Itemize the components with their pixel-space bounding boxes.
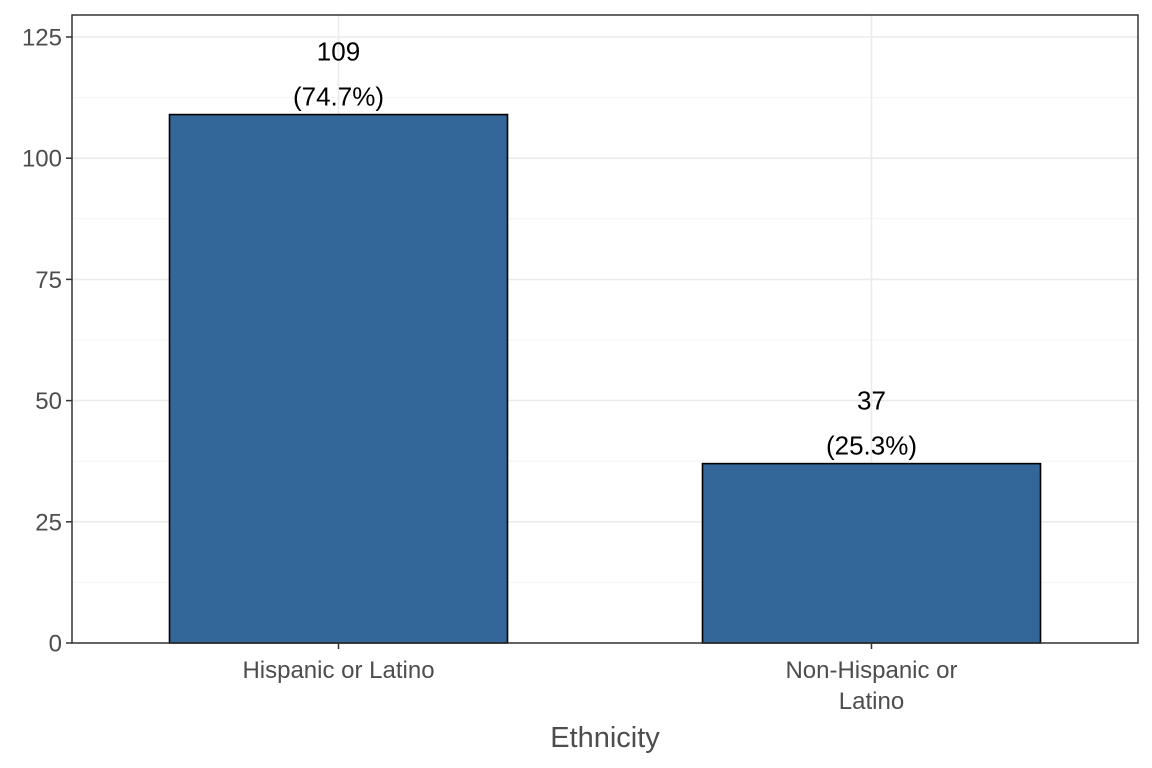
x-axis-title: Ethnicity — [550, 722, 660, 754]
panel-border — [71, 14, 1139, 644]
y-tick-label: 0 — [49, 631, 62, 658]
bar — [701, 462, 1042, 644]
bars — [168, 113, 1042, 644]
x-axis: Hispanic or Latino Non-Hispanic or Latino — [242, 643, 958, 715]
bar-value-label: 37 — [857, 386, 886, 416]
x-tick-label: Non-Hispanic or Latino — [785, 657, 957, 715]
bar — [168, 113, 509, 644]
bar-percent-label: (25.3%) — [826, 431, 917, 461]
y-tick-label: 25 — [35, 509, 62, 536]
y-axis: 0 25 50 75 100 125 — [22, 25, 72, 658]
bar-percent-label: (74.7%) — [293, 82, 384, 112]
y-tick-label: 100 — [22, 146, 62, 173]
y-tick-label: 125 — [22, 25, 62, 52]
x-tick-label: Hispanic or Latino — [242, 657, 434, 684]
bar-value-label: 109 — [317, 37, 360, 67]
bar-labels: 109 (74.7%) 37 (25.3%) — [293, 37, 917, 461]
y-tick-label: 50 — [35, 388, 62, 415]
y-tick-label: 75 — [35, 267, 62, 294]
